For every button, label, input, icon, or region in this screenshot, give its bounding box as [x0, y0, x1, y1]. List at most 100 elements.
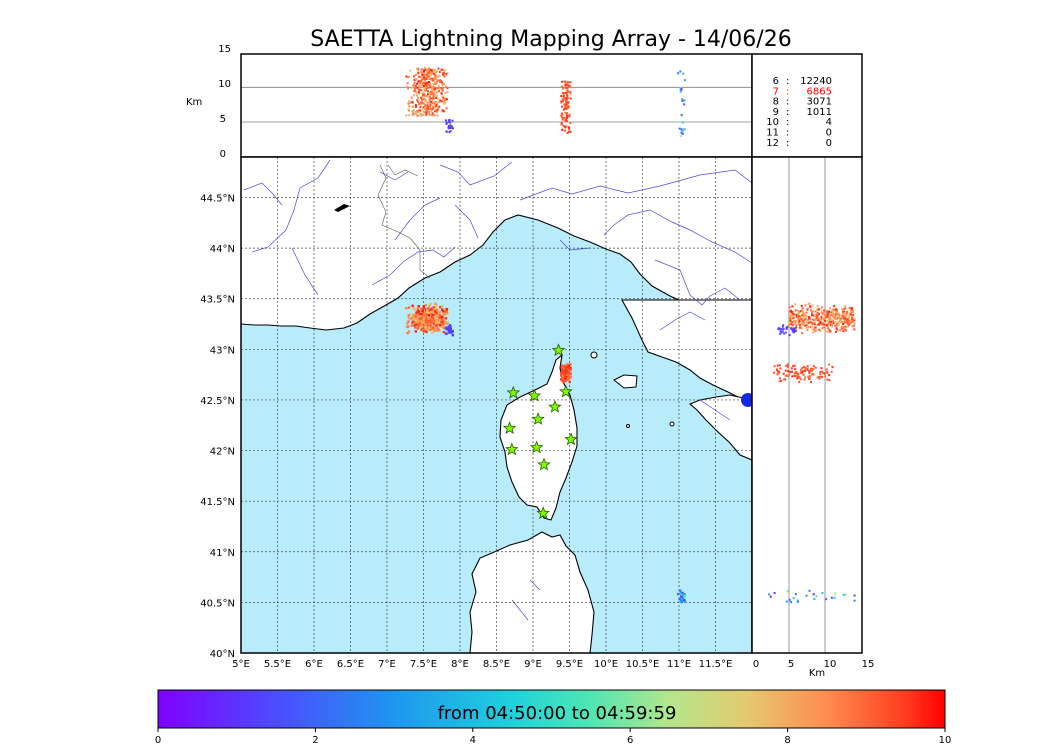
- lightning-source: [565, 112, 568, 115]
- lightning-source: [851, 325, 854, 328]
- lightning-source: [441, 88, 444, 91]
- lightning-source: [565, 120, 568, 123]
- lightning-source: [417, 80, 420, 83]
- lightning-source: [451, 333, 454, 337]
- lightning-source: [806, 365, 809, 368]
- lightning-source: [563, 107, 566, 110]
- lightning-source: [781, 325, 784, 328]
- station-marker: [506, 385, 521, 399]
- station-marker: [551, 343, 566, 357]
- lightning-source: [563, 98, 566, 101]
- lightning-source: [415, 315, 418, 318]
- lightning-source: [442, 319, 445, 323]
- lightning-source: [431, 112, 434, 115]
- lightning-source: [791, 326, 794, 329]
- lightning-source: [431, 79, 434, 82]
- lightning-source: [442, 100, 445, 103]
- lightning-source: [828, 363, 831, 366]
- map-y-tick: 40°N: [210, 649, 235, 660]
- lightning-source: [831, 309, 834, 312]
- lightning-source: [430, 320, 434, 323]
- station-count-value: 12240: [800, 76, 832, 87]
- lightning-source: [826, 309, 829, 312]
- lightning-source: [814, 314, 817, 317]
- lightning-source: [810, 325, 813, 328]
- lightning-source: [565, 101, 568, 104]
- lightning-source: [415, 105, 418, 108]
- lightning-source: [789, 310, 792, 313]
- map-x-tick: 5.5°E: [264, 659, 291, 670]
- lightning-source: [427, 93, 430, 96]
- lightning-source: [421, 309, 424, 312]
- lightning-source: [802, 366, 805, 369]
- lightning-source: [447, 331, 451, 334]
- lightning-source: [816, 311, 819, 314]
- lightning-source: [832, 321, 835, 324]
- lightning-source: [424, 323, 427, 327]
- lightning-source: [417, 69, 420, 72]
- lightning-source: [819, 321, 822, 324]
- lightning-source: [853, 599, 856, 602]
- lightning-source: [564, 371, 568, 374]
- lightning-source: [416, 114, 419, 117]
- lightning-source: [789, 371, 792, 374]
- lightning-source: [817, 313, 820, 316]
- lightning-source: [430, 312, 433, 315]
- lightning-source: [806, 307, 809, 310]
- lightning-source: [438, 85, 441, 88]
- lightning-source: [811, 369, 814, 372]
- lightning-source: [784, 378, 787, 381]
- lightning-source: [838, 324, 841, 327]
- lightning-source: [428, 318, 432, 321]
- lightning-source: [435, 102, 438, 105]
- lightning-source: [835, 327, 838, 330]
- lightning-source: [808, 589, 811, 592]
- lightning-source: [844, 329, 847, 332]
- lightning-source: [407, 316, 411, 320]
- lightning-source: [431, 92, 434, 95]
- elba-island: [613, 374, 638, 389]
- lightning-source: [426, 101, 429, 104]
- lightning-source: [841, 321, 844, 324]
- station-count-value: 0: [826, 138, 832, 149]
- lightning-source: [561, 105, 564, 108]
- lightning-source: [426, 107, 429, 110]
- lightning-source: [840, 325, 843, 328]
- map-y-tick: 41°N: [210, 548, 235, 559]
- lightning-source: [808, 317, 811, 320]
- lightning-source: [843, 321, 846, 324]
- lightning-source: [800, 304, 803, 307]
- lightning-source: [680, 595, 683, 598]
- lightning-source: [773, 591, 776, 594]
- lightning-source: [802, 320, 805, 323]
- station-count-sep: :: [786, 138, 789, 149]
- lightning-source: [423, 94, 426, 97]
- lightning-source: [448, 329, 451, 332]
- lightning-source: [811, 318, 814, 321]
- lightning-source: [419, 103, 422, 106]
- lightning-source: [776, 364, 779, 367]
- lightning-source: [560, 123, 563, 126]
- lightning-source: [441, 110, 444, 113]
- lightning-source: [428, 316, 431, 319]
- lightning-source: [422, 70, 425, 73]
- lightning-source: [431, 105, 434, 108]
- lightning-source: [442, 83, 445, 86]
- lightning-source: [449, 126, 452, 129]
- lightning-source: [561, 98, 564, 101]
- lightning-source: [843, 308, 846, 311]
- lightning-source: [809, 320, 812, 323]
- lightning-source: [420, 313, 423, 316]
- lightning-source: [440, 308, 444, 311]
- lightning-source: [434, 76, 437, 79]
- lightning-source: [833, 320, 836, 323]
- lightning-source: [834, 324, 837, 327]
- lightning-source: [780, 328, 783, 331]
- lightning-source: [852, 314, 855, 317]
- lightning-source: [445, 122, 448, 125]
- lightning-source: [819, 375, 822, 378]
- lightning-source: [561, 364, 564, 368]
- lightning-source: [418, 320, 421, 323]
- lightning-source: [683, 593, 686, 597]
